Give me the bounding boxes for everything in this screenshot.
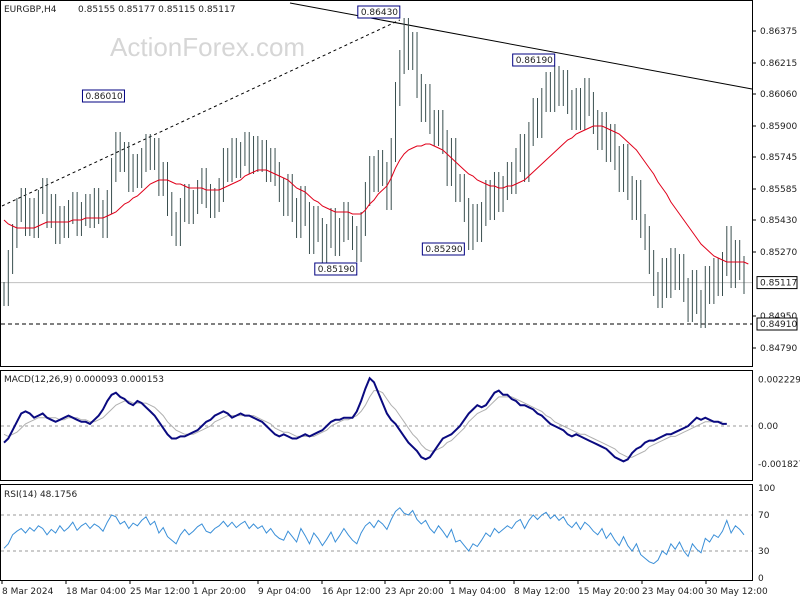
x-tick-label: 8 Mar 2024 xyxy=(2,587,54,597)
price-annotation-label: 0.85290 xyxy=(425,245,462,255)
price-annotation-box xyxy=(314,262,358,276)
price-annotation-box xyxy=(357,5,401,19)
price-series xyxy=(3,18,745,328)
macd-title: MACD(12,26,9) 0.000093 0.000153 xyxy=(4,375,164,385)
ma-line xyxy=(3,125,749,265)
time-x-axis: 8 Mar 2024 18 Mar 04:00 25 Mar 12:00 1 Apr … xyxy=(1,580,768,597)
rsi-y-tick-label: 70 xyxy=(758,511,770,521)
x-tick-label: 15 May 20:00 xyxy=(578,587,640,597)
moving-average xyxy=(3,125,749,265)
macd-y-axis: 0.002229 0.00 -0.001827 xyxy=(1,376,800,470)
price-annotation-box xyxy=(421,242,465,256)
price-y-tick-label: 0.86060 xyxy=(760,90,797,100)
x-tick-label: 1 Apr 20:00 xyxy=(193,587,246,597)
rsi-title: RSI(14) 48.1756 xyxy=(4,490,77,500)
x-tick-label: 9 Apr 04:00 xyxy=(258,587,311,597)
x-tick-label: 23 May 04:00 xyxy=(642,587,704,597)
price-annotation-label: 0.85190 xyxy=(318,265,355,275)
price-annotation-label: 0.86010 xyxy=(85,92,122,102)
price-levels: 0.85117 0.84910 xyxy=(1,276,798,331)
rsi-y-tick-label: 30 xyxy=(758,547,770,557)
x-tick-label: 30 May 12:00 xyxy=(706,587,768,597)
rsi-line xyxy=(3,507,745,565)
rsi-y-axis: 100 70 30 0 xyxy=(1,484,775,584)
macd-y-tick-label: 0.002229 xyxy=(758,376,800,386)
price-annotation-box xyxy=(512,53,556,67)
price-y-tick-label: 0.84950 xyxy=(760,312,797,322)
watermark: ActionForex.com xyxy=(110,32,305,62)
x-tick-label: 1 May 04:00 xyxy=(450,587,506,597)
ohlc-values: 0.85155 0.85177 0.85115 0.85117 xyxy=(78,5,235,15)
rsi-series xyxy=(3,507,745,565)
price-annotation-label: 0.86190 xyxy=(516,56,553,66)
current-price-box xyxy=(756,276,798,290)
symbol-title: EURGBP,H4 xyxy=(4,5,57,15)
rsi-panel xyxy=(0,484,753,581)
price-y-tick-label: 0.85430 xyxy=(760,216,797,226)
x-tick-label: 16 Apr 12:00 xyxy=(322,587,381,597)
macd-series xyxy=(3,376,727,463)
x-tick-label: 25 Mar 12:00 xyxy=(130,587,190,597)
rsi-y-tick-label: 0 xyxy=(758,574,764,584)
price-y-tick-label: 0.85745 xyxy=(760,153,797,163)
macd-line xyxy=(3,376,727,463)
price-y-tick-label: 0.85900 xyxy=(760,122,797,132)
price-panel xyxy=(0,0,753,367)
rising-dashed-trendline xyxy=(1,19,401,207)
x-tick-label: 8 May 12:00 xyxy=(514,587,570,597)
macd-y-tick-label: 0.00 xyxy=(758,422,778,432)
signal-line xyxy=(3,390,723,458)
price-annotations: 0.86010 0.86430 0.86190 0.85190 0.85290 xyxy=(81,5,556,276)
support-label: 0.84910 xyxy=(760,320,797,330)
current-price-label: 0.85117 xyxy=(760,279,797,289)
price-y-tick-label: 0.86215 xyxy=(760,59,797,69)
rsi-y-tick-label: 100 xyxy=(758,484,775,494)
x-tick-label: 18 Mar 04:00 xyxy=(66,587,126,597)
price-y-tick-label: 0.85270 xyxy=(760,248,797,258)
macd-y-tick-label: -0.001827 xyxy=(758,460,800,470)
price-annotation-label: 0.86430 xyxy=(361,8,398,18)
x-tick-label: 23 Apr 20:00 xyxy=(385,587,444,597)
price-y-tick-label: 0.84790 xyxy=(760,344,797,354)
support-box xyxy=(756,317,798,331)
price-y-tick-label: 0.85585 xyxy=(760,185,797,195)
price-y-tick-label: 0.86375 xyxy=(760,27,797,37)
price-annotation-box xyxy=(81,89,125,103)
price-y-axis: 0.86375 0.86215 0.86060 0.85900 0.85745 0.855… xyxy=(752,27,797,354)
